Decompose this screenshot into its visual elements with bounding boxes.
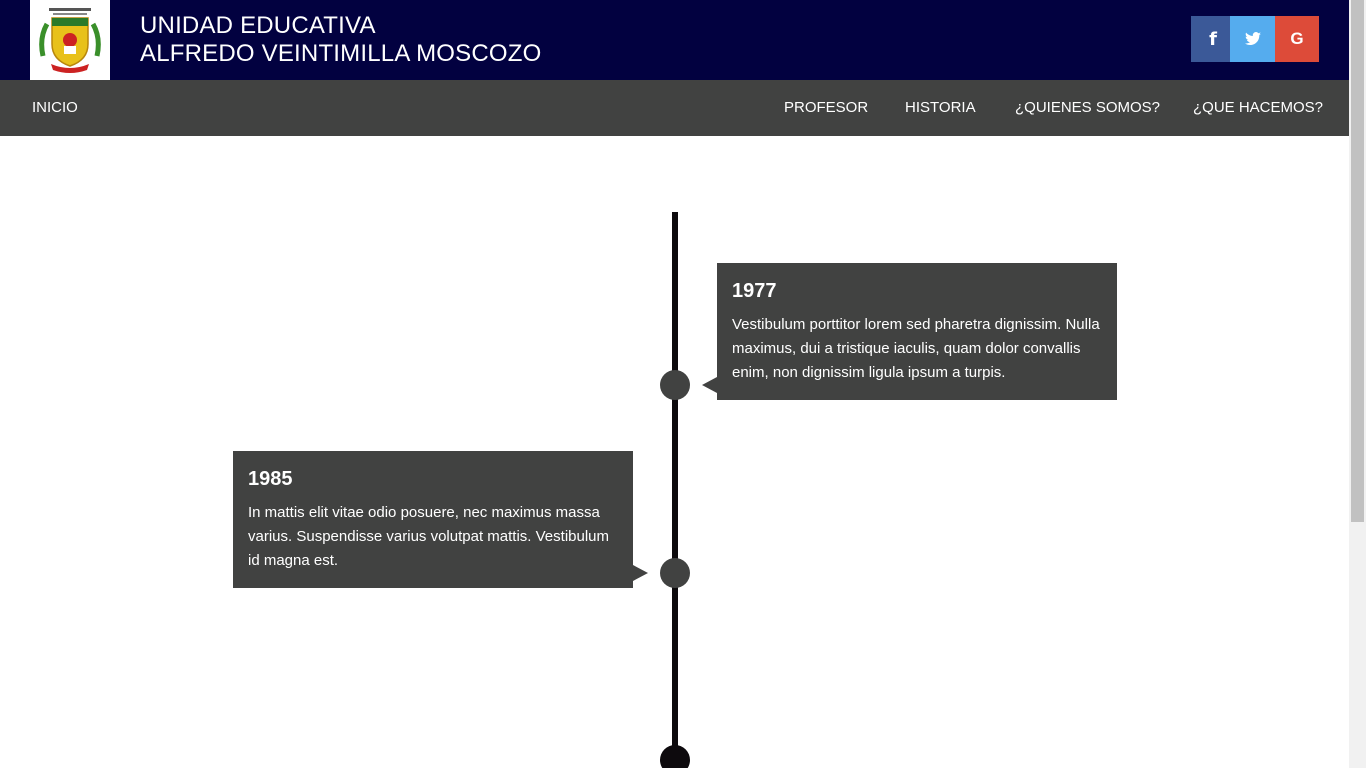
- timeline-dot: [660, 558, 690, 588]
- site-title-line2: ALFREDO VEINTIMILLA MOSCOZO: [140, 40, 542, 67]
- timeline-card-1977: 1977 Vestibulum porttitor lorem sed phar…: [702, 263, 1117, 400]
- card-pointer: [633, 565, 648, 581]
- timeline-text: In mattis elit vitae odio posuere, nec m…: [248, 504, 610, 569]
- timeline-line: [672, 212, 678, 768]
- timeline-end-dot: [660, 745, 690, 768]
- nav-inicio[interactable]: INICIO: [32, 99, 78, 116]
- twitter-icon: [1244, 32, 1261, 45]
- timeline-card-1985: 1985 In mattis elit vitae odio posuere, …: [233, 451, 648, 588]
- site-title: UNIDAD EDUCATIVA ALFREDO VEINTIMILLA MOS…: [140, 12, 541, 68]
- page-scrollbar[interactable]: [1349, 0, 1366, 768]
- google-button[interactable]: G: [1275, 16, 1319, 62]
- timeline-year: 1985: [248, 468, 293, 490]
- school-logo[interactable]: [30, 0, 110, 80]
- timeline-text: Vestibulum porttitor lorem sed pharetra …: [732, 316, 1100, 381]
- nav-historia[interactable]: HISTORIA: [905, 99, 976, 116]
- google-icon: G: [1290, 29, 1304, 48]
- school-crest-icon: [39, 8, 101, 73]
- scrollbar-thumb[interactable]: [1351, 0, 1364, 522]
- nav-quienes-somos[interactable]: ¿QUIENES SOMOS?: [1015, 99, 1161, 116]
- facebook-button[interactable]: f: [1191, 16, 1235, 62]
- nav-profesor[interactable]: PROFESOR: [784, 99, 869, 116]
- card-pointer: [702, 377, 717, 393]
- timeline-year: 1977: [732, 280, 777, 302]
- timeline-dot: [660, 370, 690, 400]
- facebook-icon: f: [1209, 28, 1217, 50]
- twitter-button[interactable]: [1230, 16, 1275, 62]
- top-header: UNIDAD EDUCATIVA ALFREDO VEINTIMILLA MOS…: [0, 0, 1349, 80]
- main-nav: INICIO PROFESOR HISTORIA ¿QUIENES SOMOS?…: [0, 80, 1349, 136]
- nav-que-hacemos[interactable]: ¿QUE HACEMOS?: [1193, 99, 1324, 116]
- site-title-line1: UNIDAD EDUCATIVA: [140, 12, 376, 39]
